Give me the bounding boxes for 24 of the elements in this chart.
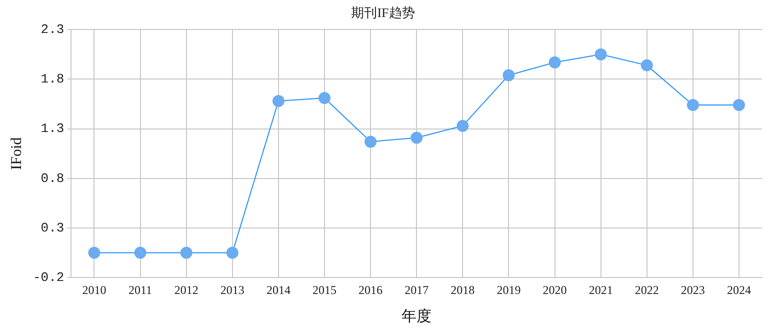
y-tick-label: 1.3: [40, 121, 64, 136]
x-tick-label: 2023: [680, 282, 705, 297]
y-tick-label: 0.3: [40, 220, 64, 236]
x-tick-label: 2021: [588, 282, 613, 297]
chart-title: 期刊IF趋势: [351, 5, 415, 20]
x-tick-label: 2014: [266, 282, 290, 297]
x-tick-label: 2011: [128, 282, 152, 297]
y-tick-label: 0.8: [40, 170, 64, 186]
x-tick-label: 2018: [450, 282, 475, 297]
y-axis-title: IFoid: [8, 136, 25, 170]
x-tick-label: 2010: [82, 282, 106, 297]
x-tick-label: 2017: [404, 282, 429, 297]
y-tick-label: -0.2: [32, 270, 64, 286]
x-tick-label: 2019: [496, 282, 521, 297]
x-tick-label: 2015: [312, 282, 336, 297]
x-axis-title: 年度: [402, 308, 432, 325]
x-tick-label: 2012: [174, 282, 198, 297]
x-tick-label: 2024: [726, 282, 751, 297]
y-tick-label: 2.3: [40, 22, 64, 38]
x-tick-label: 2022: [634, 282, 659, 297]
x-tick-label: 2013: [220, 282, 244, 297]
x-tick-label: 2020: [542, 282, 567, 297]
y-tick-label: 1.8: [40, 72, 64, 87]
x-tick-label: 2016: [358, 282, 383, 297]
